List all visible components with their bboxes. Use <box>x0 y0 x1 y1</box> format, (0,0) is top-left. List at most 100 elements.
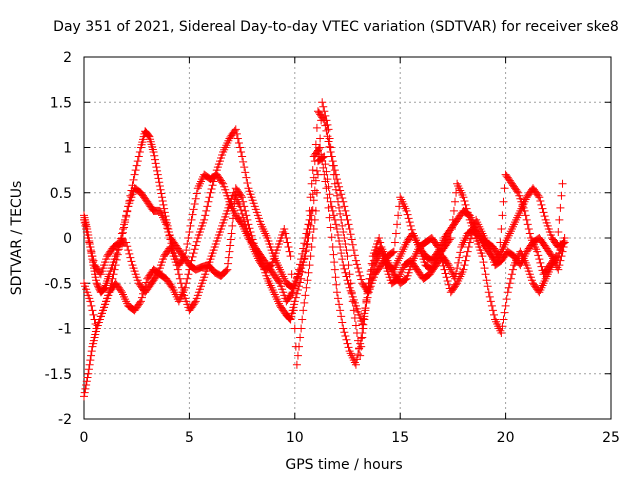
data-point <box>498 322 507 331</box>
data-point <box>330 179 339 188</box>
data-point <box>350 251 359 260</box>
data-point <box>191 194 200 203</box>
data-point <box>323 132 332 141</box>
data-point <box>106 283 115 292</box>
data-point <box>327 233 336 242</box>
data-point <box>539 208 548 217</box>
data-point <box>187 215 196 224</box>
data-point <box>451 274 460 283</box>
data-point <box>332 288 341 297</box>
data-point <box>338 255 347 264</box>
data-point <box>308 190 317 199</box>
data-point <box>290 297 299 306</box>
data-point <box>324 125 333 134</box>
data-point <box>322 126 331 135</box>
data-point <box>318 98 327 107</box>
data-point <box>507 270 516 279</box>
data-point <box>287 270 296 279</box>
data-point <box>554 265 563 274</box>
x-tick-label: 0 <box>80 430 89 446</box>
data-point <box>497 329 506 338</box>
data-point <box>238 152 247 161</box>
data-point <box>178 283 187 292</box>
data-point <box>155 178 164 187</box>
data-point <box>184 270 193 279</box>
y-tick-label: 1 <box>63 141 72 157</box>
data-point <box>149 148 158 157</box>
data-point <box>406 221 415 230</box>
data-point <box>295 342 304 351</box>
data-point <box>113 250 122 259</box>
data-point <box>365 274 374 283</box>
y-tick-label: -1 <box>58 322 72 338</box>
data-point <box>192 189 201 198</box>
data-point <box>538 204 547 213</box>
data-point <box>484 288 493 297</box>
data-point <box>405 218 414 227</box>
data-point <box>290 280 299 289</box>
data-point <box>159 200 168 209</box>
data-point <box>330 258 339 267</box>
y-tick-label: -2 <box>58 412 72 428</box>
data-point <box>303 276 312 285</box>
data-point <box>560 234 569 242</box>
data-point <box>394 211 403 220</box>
data-point <box>361 306 370 315</box>
data-point <box>297 255 306 264</box>
data-point <box>124 246 133 255</box>
data-point <box>351 321 360 330</box>
data-point <box>239 157 248 166</box>
data-point <box>338 194 347 203</box>
data-point <box>222 266 231 275</box>
data-point <box>355 344 364 353</box>
data-point <box>497 224 506 233</box>
data-point <box>486 297 495 306</box>
data-point <box>452 280 461 289</box>
data-point <box>499 315 508 324</box>
data-point <box>150 155 159 164</box>
data-point <box>107 279 116 288</box>
data-point <box>308 234 317 242</box>
data-point <box>322 116 331 125</box>
data-point <box>191 241 200 250</box>
data-point <box>202 206 211 215</box>
data-point <box>319 153 328 162</box>
data-point <box>89 256 98 265</box>
data-point <box>328 161 337 170</box>
data-point <box>351 360 360 369</box>
data-point <box>200 215 209 224</box>
data-point <box>224 259 233 268</box>
data-point <box>480 264 489 273</box>
data-point <box>88 252 97 261</box>
x-tick-labels: 0 5 10 15 20 25 <box>80 430 620 446</box>
data-point <box>309 173 318 182</box>
data-point <box>536 197 545 206</box>
data-point <box>364 282 373 291</box>
data-point <box>344 280 353 288</box>
data-point <box>350 313 359 322</box>
data-point <box>357 275 366 284</box>
data-point <box>508 265 517 274</box>
data-point <box>459 265 468 274</box>
data-point <box>295 265 304 274</box>
data-point <box>242 173 251 182</box>
data-point <box>291 276 300 285</box>
data-point <box>164 227 173 236</box>
data-point <box>352 329 361 338</box>
data-point <box>351 256 360 265</box>
data-point <box>459 193 468 202</box>
data-point <box>322 184 331 193</box>
data-point <box>112 255 121 264</box>
data-point <box>235 202 244 211</box>
data-point <box>126 253 135 262</box>
data-point <box>162 220 171 229</box>
data-point <box>153 170 162 179</box>
data-point <box>337 249 346 258</box>
data-point <box>87 247 96 256</box>
data-point <box>403 210 412 219</box>
data-point <box>483 282 492 291</box>
data-point <box>152 271 161 280</box>
data-point <box>291 293 300 302</box>
data-point <box>336 209 345 218</box>
data-point <box>231 125 240 134</box>
